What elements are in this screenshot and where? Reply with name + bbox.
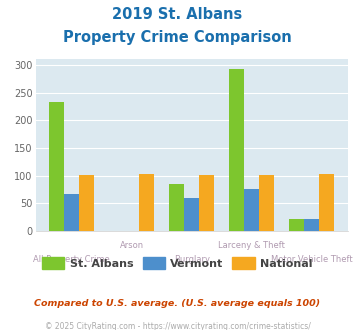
Bar (320, 174, 334, 231)
Bar (304, 219, 320, 231)
Bar (259, 175, 274, 231)
Text: Motor Vehicle Theft: Motor Vehicle Theft (271, 255, 353, 264)
Bar (184, 198, 199, 231)
Bar (289, 219, 304, 231)
Bar (229, 69, 244, 231)
Legend: St. Albans, Vermont, National: St. Albans, Vermont, National (38, 253, 317, 273)
Bar (64, 194, 79, 231)
Bar (79, 175, 94, 231)
Text: Compared to U.S. average. (U.S. average equals 100): Compared to U.S. average. (U.S. average … (34, 299, 321, 308)
Bar (199, 175, 214, 231)
Text: Larceny & Theft: Larceny & Theft (218, 241, 285, 250)
Text: Burglary: Burglary (174, 255, 210, 264)
Text: Property Crime Comparison: Property Crime Comparison (63, 30, 292, 45)
Text: All Property Crime: All Property Crime (33, 255, 110, 264)
Bar (49, 102, 64, 231)
Bar (139, 174, 154, 231)
Text: 2019 St. Albans: 2019 St. Albans (113, 7, 242, 21)
Text: © 2025 CityRating.com - https://www.cityrating.com/crime-statistics/: © 2025 CityRating.com - https://www.city… (45, 322, 310, 330)
Bar (244, 189, 259, 231)
Bar (169, 184, 184, 231)
Text: Arson: Arson (120, 241, 144, 250)
